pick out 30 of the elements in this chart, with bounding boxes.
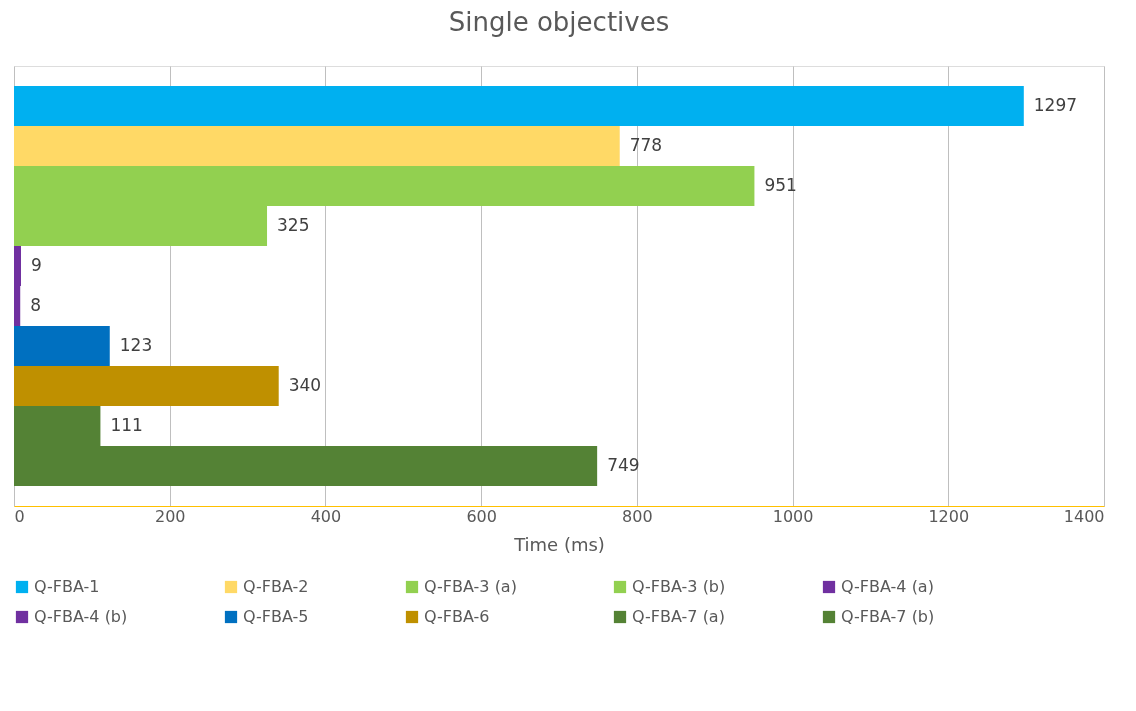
data-label: 9: [31, 255, 42, 275]
data-label: 749: [607, 455, 640, 475]
legend-label: Q-FBA-3 (a): [424, 577, 517, 596]
data-label: 951: [764, 175, 797, 195]
data-label: 340: [288, 375, 322, 395]
legend-label: Q-FBA-7 (b): [841, 607, 935, 626]
legend-label: Q-FBA-4 (b): [34, 607, 128, 626]
legend-label: Q-FBA-3 (b): [632, 577, 726, 596]
legend-label: Q-FBA-7 (a): [632, 607, 725, 626]
x-tick-label: 800: [622, 506, 653, 526]
chart-title: Single objectives: [448, 7, 670, 37]
data-label: 111: [110, 415, 143, 435]
data-label: 325: [277, 215, 310, 235]
data-label: 8: [30, 295, 42, 315]
x-tick-label: 1400: [1063, 506, 1105, 526]
legend-label: Q-FBA-2: [243, 577, 309, 596]
legend-label: Q-FBA-5: [243, 607, 309, 626]
legend-label: Q-FBA-4 (a): [841, 577, 934, 596]
x-tick-label: 200: [154, 506, 186, 526]
data-label: 123: [119, 335, 153, 355]
x-tick-label: 600: [466, 506, 497, 526]
x-tick-label: 0: [14, 506, 25, 526]
legend-label: Q-FBA-1: [34, 577, 100, 596]
legend-label: Q-FBA-6: [424, 607, 490, 626]
data-label: 1297: [1033, 95, 1078, 115]
x-tick-label: 1000: [772, 506, 814, 526]
x-tick-label: 400: [310, 506, 342, 526]
data-label: 778: [629, 135, 663, 155]
x-tick-label: 1200: [928, 506, 970, 526]
x-axis-title: Time (ms): [513, 533, 605, 555]
